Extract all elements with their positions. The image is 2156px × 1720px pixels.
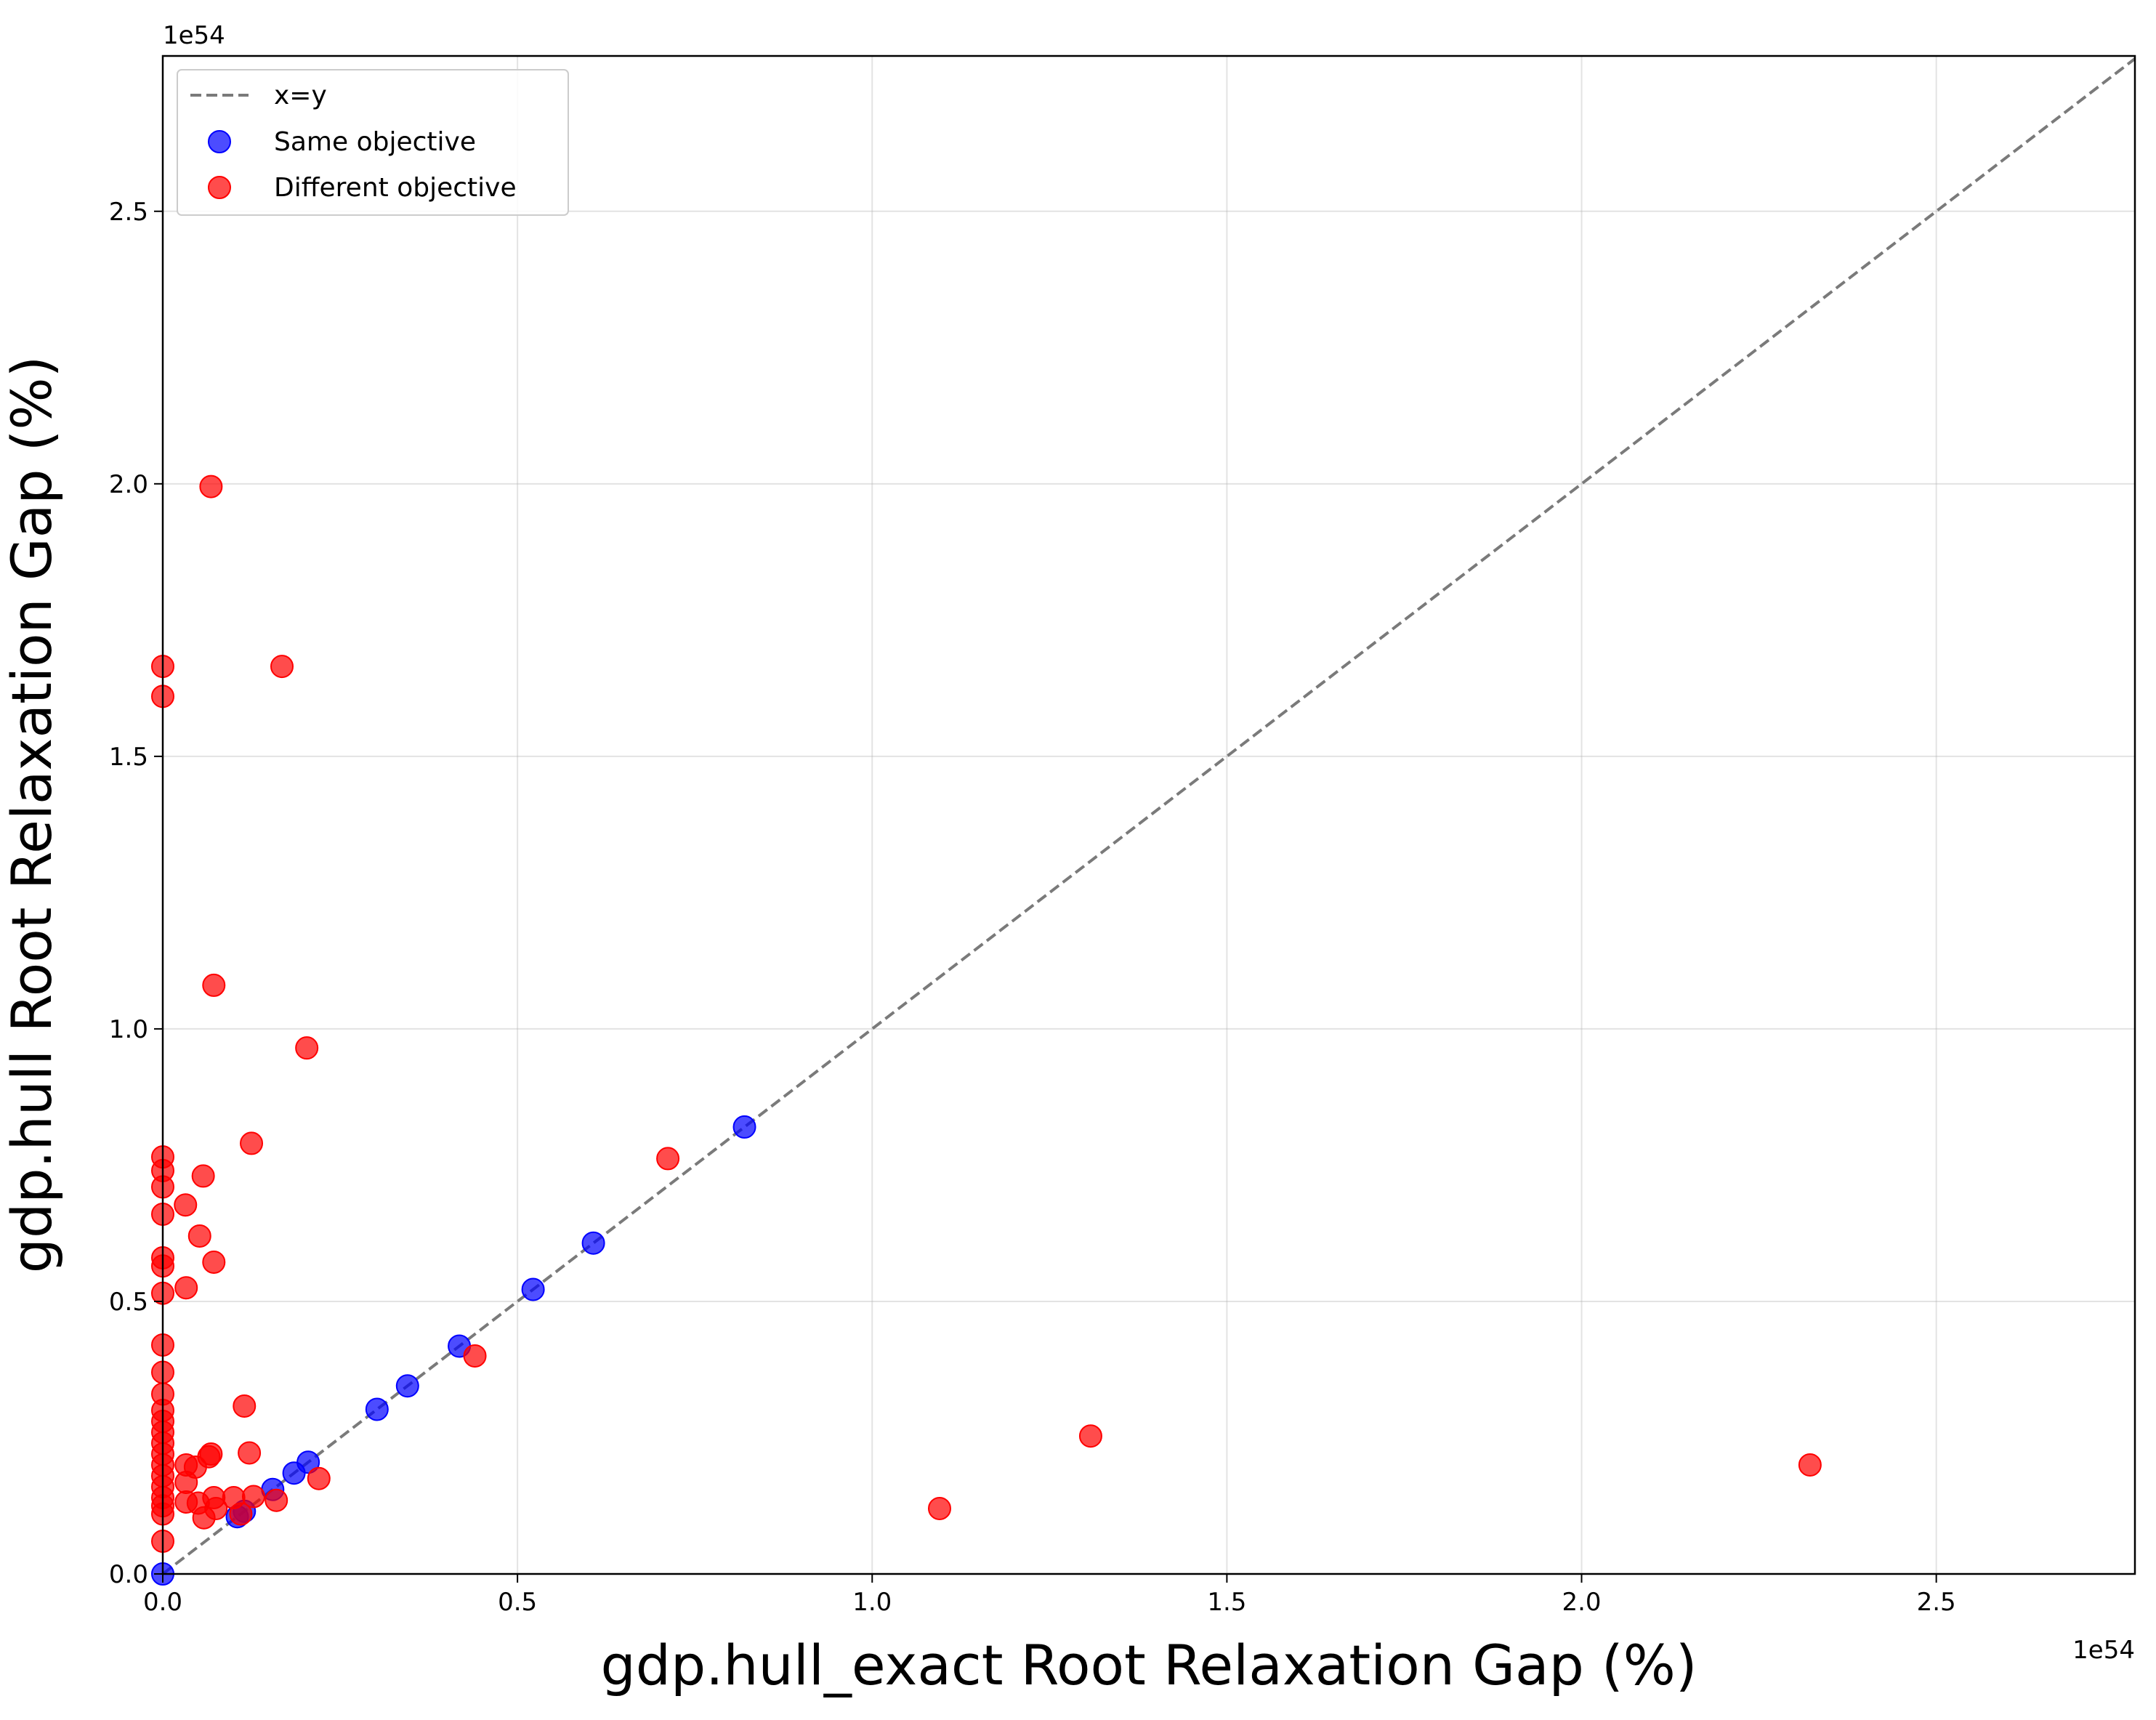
y-tick-label: 2.0 <box>109 470 148 499</box>
different-objective-point <box>229 1502 253 1526</box>
same-objective-point <box>581 1231 605 1255</box>
different-objective-point <box>174 1193 198 1217</box>
legend-swatch-different-objective <box>208 176 231 199</box>
legend-label-same-objective: Same objective <box>274 127 476 157</box>
different-objective-point <box>187 1224 211 1248</box>
legend-frame <box>177 69 569 216</box>
same-objective-point <box>365 1397 389 1421</box>
data-points <box>151 475 1822 1586</box>
plot-frame <box>161 54 2136 1575</box>
y-tick-label: 1.5 <box>109 743 148 772</box>
legend-label-different-objective: Different objective <box>274 173 517 203</box>
different-objective-point <box>241 1485 265 1509</box>
same-objective-point <box>732 1115 756 1139</box>
different-objective-point <box>192 1506 216 1530</box>
different-objective-point <box>240 1131 264 1155</box>
x-tick-label: 0.0 <box>143 1588 182 1617</box>
x-tick-label: 1.0 <box>852 1588 892 1617</box>
different-objective-point <box>191 1164 215 1188</box>
different-objective-point <box>199 475 223 498</box>
x-tick-label: 1.5 <box>1207 1588 1246 1617</box>
x-axis-title: gdp.hull_exact Root Relaxation Gap (%) <box>600 1633 1697 1697</box>
legend-swatch-same-objective <box>208 130 231 153</box>
legend: x=y Same objective Different objective <box>177 69 569 216</box>
y-axis-offset-label: 1e54 <box>163 21 225 50</box>
y-tick-label: 0.0 <box>109 1560 148 1589</box>
legend-label-reference: x=y <box>274 81 327 110</box>
different-objective-point <box>928 1496 952 1520</box>
identity-line <box>161 57 2136 1575</box>
x-tick-label: 2.0 <box>1562 1588 1601 1617</box>
different-objective-point <box>295 1036 319 1060</box>
different-objective-point <box>656 1147 680 1171</box>
x-tick-label: 2.5 <box>1917 1588 1956 1617</box>
same-objective-point <box>395 1374 419 1398</box>
different-objective-point <box>1078 1424 1102 1448</box>
reference-line <box>161 57 2136 1575</box>
same-objective-point <box>521 1277 545 1301</box>
y-tick-label: 1.0 <box>109 1015 148 1044</box>
different-objective-point <box>270 655 294 679</box>
different-objective-point <box>1798 1453 1822 1477</box>
different-objective-point <box>174 1470 198 1494</box>
y-tick-label: 2.5 <box>109 198 148 227</box>
different-objective-point <box>174 1276 198 1300</box>
different-objective-point <box>233 1394 257 1418</box>
different-objective-point <box>307 1466 331 1490</box>
different-objective-point <box>202 973 226 997</box>
series-1 <box>151 475 1822 1553</box>
different-objective-point <box>265 1488 288 1512</box>
different-objective-point <box>463 1344 487 1368</box>
y-axis-title: gdp.hull Root Relaxation Gap (%) <box>0 356 64 1273</box>
axis-ticks: 0.0 0.5 1.0 1.5 2.0 2.5 0.0 0.5 1.0 1.5 2.0 2.5 <box>109 198 1956 1617</box>
x-axis-offset-label: 1e54 <box>2072 1636 2135 1665</box>
same-objective-point <box>296 1450 320 1474</box>
different-objective-point <box>238 1441 262 1465</box>
x-tick-label: 0.5 <box>498 1588 537 1617</box>
different-objective-point <box>202 1250 226 1274</box>
y-tick-label: 0.5 <box>109 1288 148 1317</box>
